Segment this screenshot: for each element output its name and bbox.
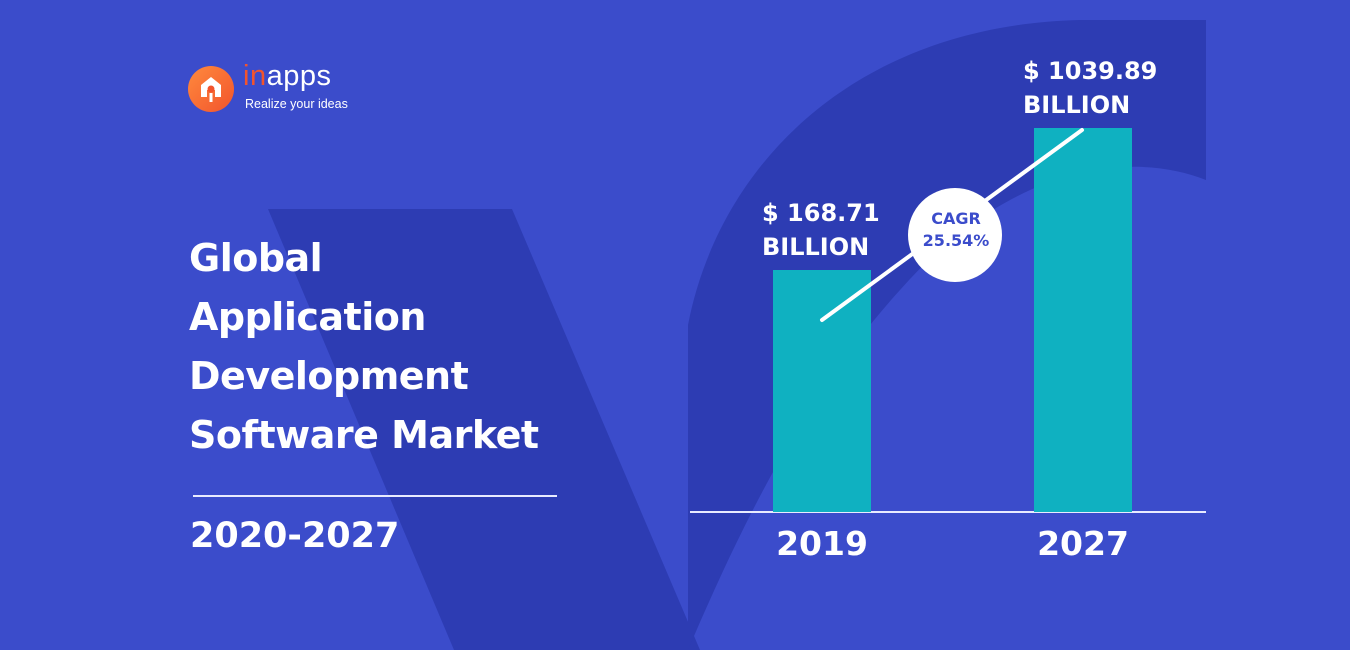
title-line: Application	[189, 295, 426, 339]
brand-name-rest: apps	[266, 60, 332, 92]
background-v-left-stroke	[268, 209, 700, 650]
cagr-value: 25.54%	[923, 231, 990, 250]
x-tick-label: 2027	[1037, 524, 1129, 563]
bar-2027	[1034, 128, 1132, 512]
cagr-label: CAGR	[931, 209, 981, 228]
title-divider	[193, 495, 557, 497]
brand-name-accent: in	[243, 60, 267, 92]
title-line: Development	[189, 354, 469, 398]
cagr-badge	[908, 188, 1002, 282]
title-line: Software Market	[189, 413, 539, 457]
x-tick-label: 2019	[776, 524, 868, 563]
forecast-period: 2020-2027	[190, 516, 400, 556]
bar-2019	[773, 270, 871, 512]
brand-name: inapps	[243, 60, 331, 93]
title-line: Global	[189, 236, 323, 280]
pin-icon	[201, 77, 221, 102]
brand-tagline: Realize your ideas	[245, 97, 348, 111]
data-label-unit: BILLION	[762, 233, 869, 261]
page-title: Global Application Development Software …	[189, 229, 609, 465]
logo-badge	[188, 66, 234, 112]
data-label-unit: BILLION	[1023, 91, 1130, 119]
data-label-amount: $ 1039.89	[1023, 57, 1157, 85]
background-v-right-swoosh	[688, 20, 1206, 650]
data-label-amount: $ 168.71	[762, 199, 880, 227]
brand-logo: inapps Realize your ideas	[188, 60, 378, 120]
